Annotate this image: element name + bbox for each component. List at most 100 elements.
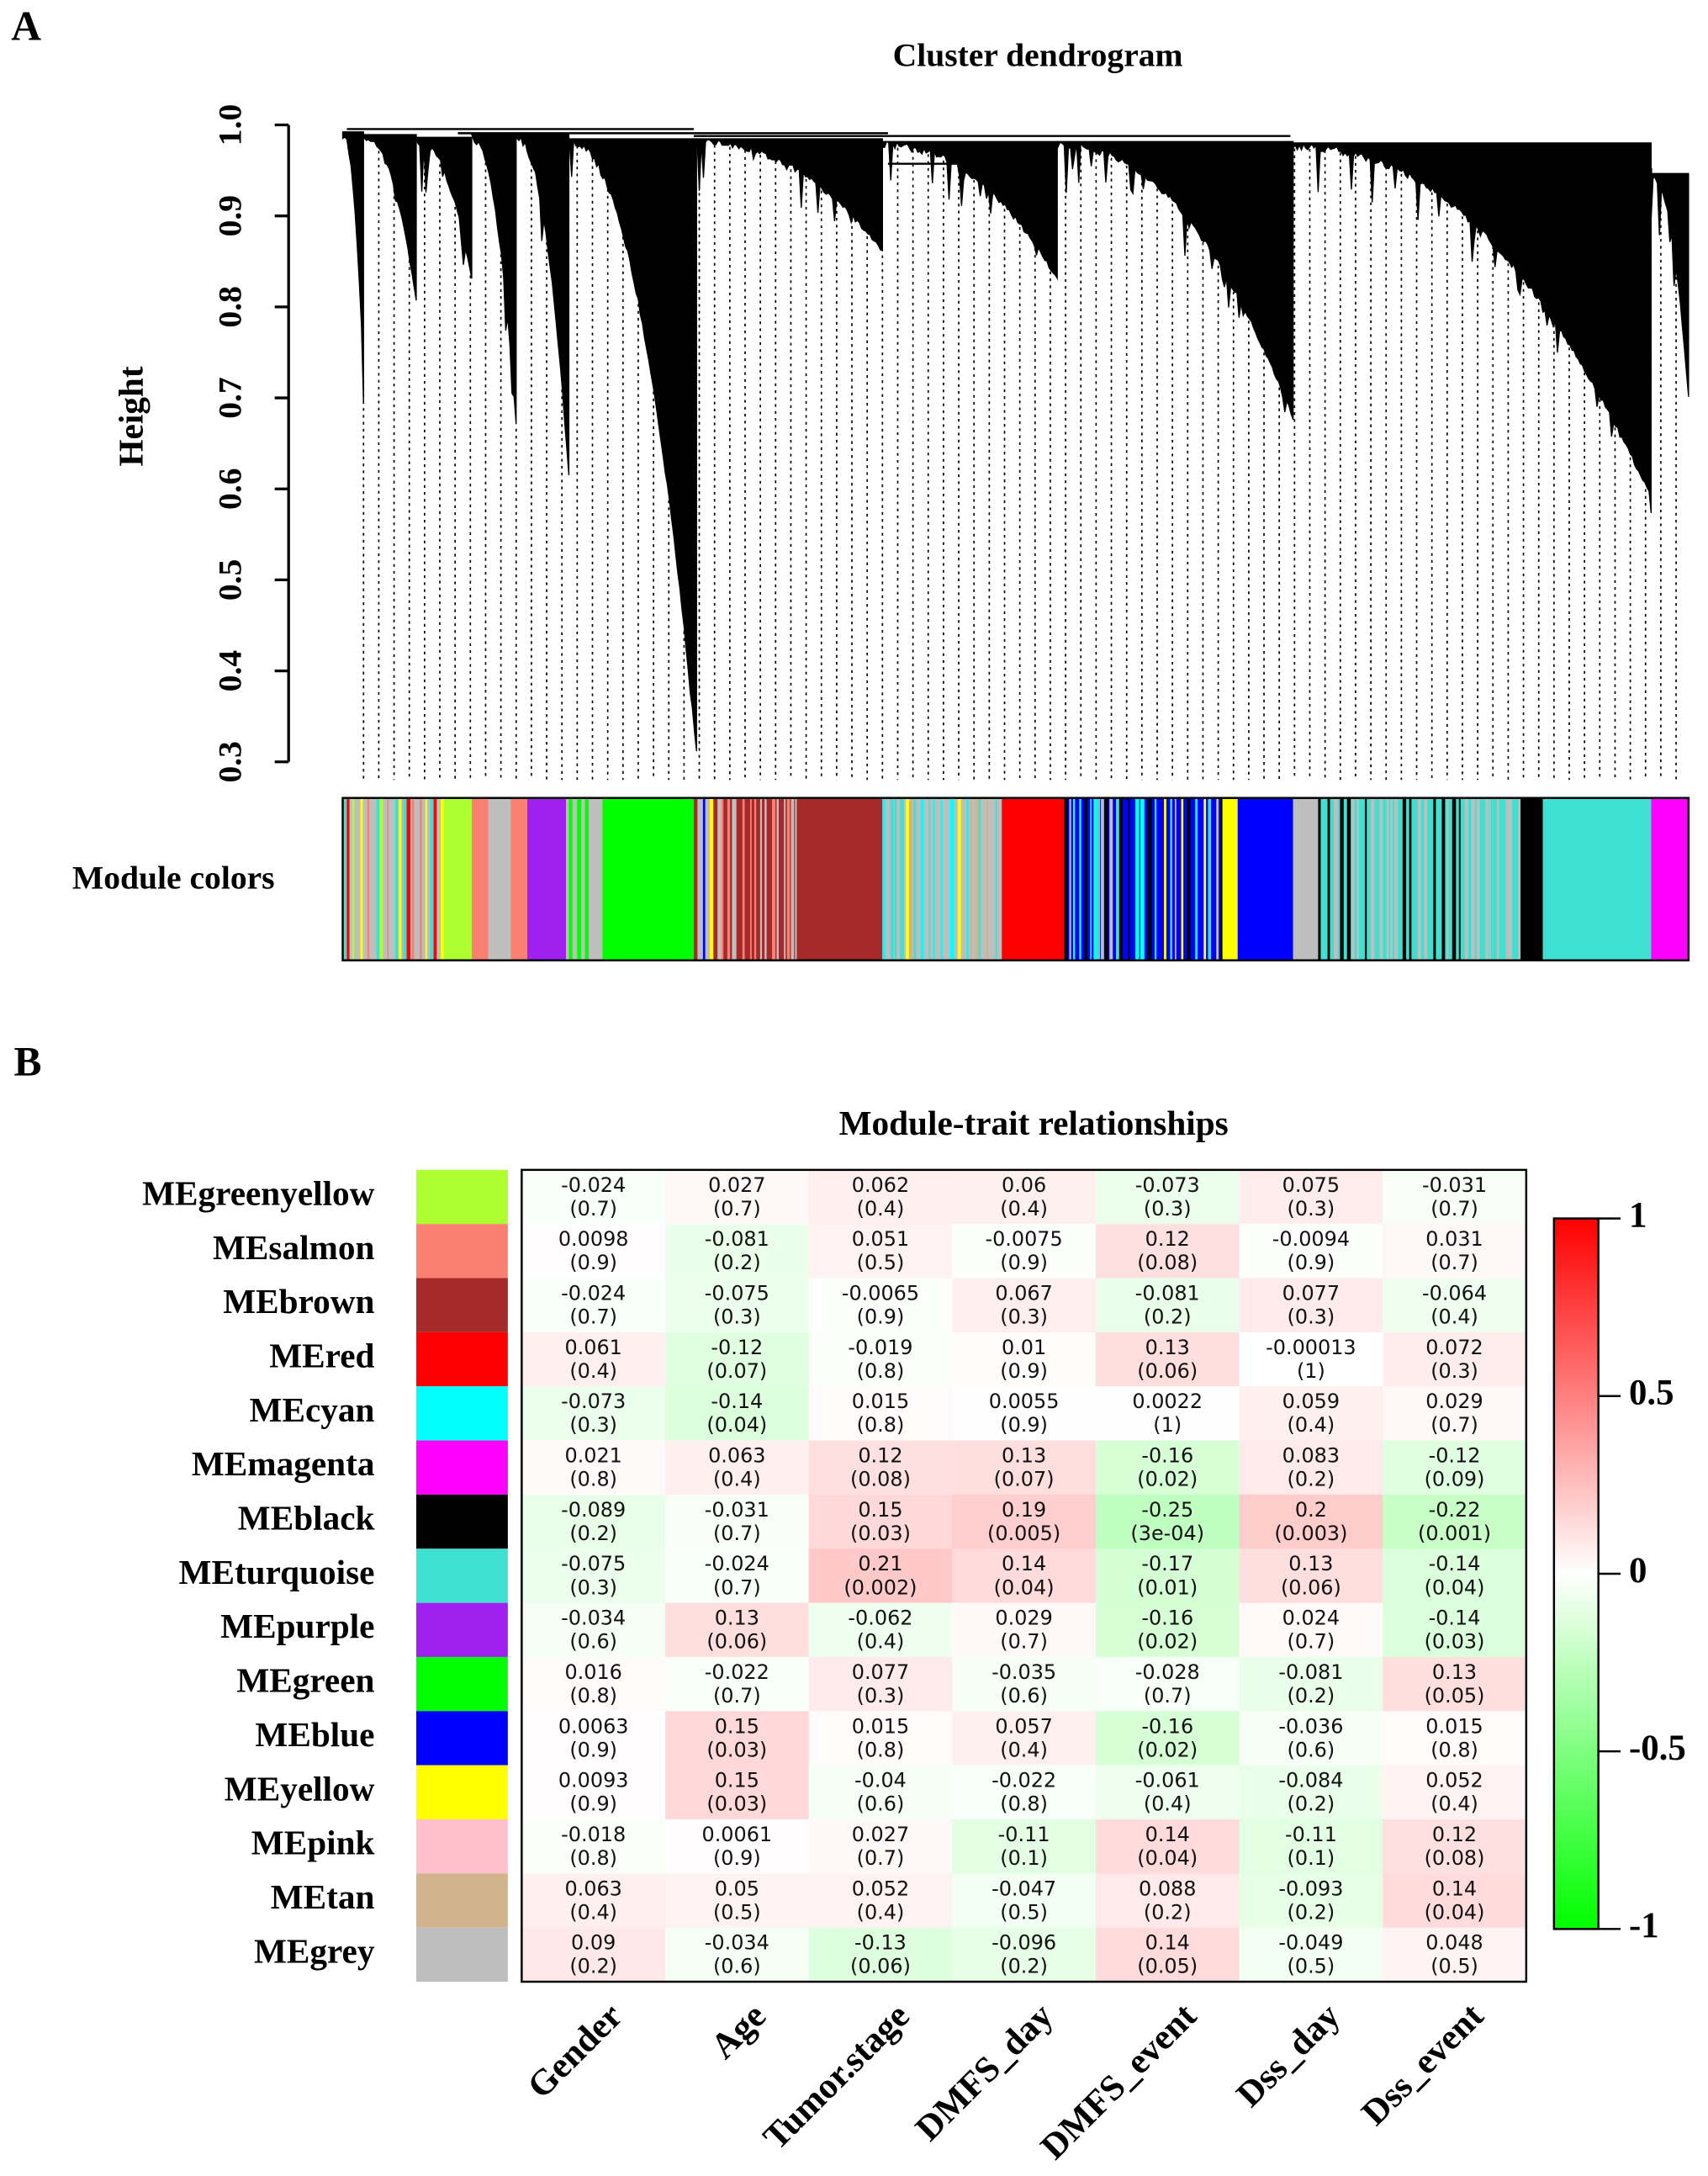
- cell-p-value: (0.2): [1288, 1684, 1335, 1707]
- cell-value: -0.034: [561, 1607, 626, 1630]
- cell-value: -0.096: [991, 1931, 1056, 1955]
- heatmap-cell: [1383, 1169, 1527, 1225]
- cell-p-value: (0.7): [713, 1684, 761, 1707]
- color-bar-label: Module colors: [72, 860, 275, 897]
- cell-p-value: (0.3): [1288, 1197, 1335, 1220]
- module-color: [986, 797, 989, 961]
- cell-p-value: (0.2): [1000, 1955, 1048, 1978]
- cell-p-value: (0.3): [1144, 1197, 1192, 1220]
- module-color: [352, 797, 355, 961]
- cell-p-value: (0.04): [706, 1413, 767, 1437]
- module-color: [995, 797, 997, 961]
- cell-p-value: (0.9): [1000, 1251, 1048, 1274]
- cell-p-value: (0.5): [857, 1251, 905, 1274]
- dendrogram-branch: [470, 134, 517, 425]
- cell-value: -0.14: [1429, 1607, 1481, 1630]
- module-color: [471, 797, 489, 961]
- module-color: [1364, 797, 1367, 961]
- module-color: [510, 797, 527, 961]
- panel-label: A: [11, 3, 41, 50]
- heatmap-cell: [521, 1332, 666, 1387]
- heatmap-cell: [1239, 1332, 1383, 1387]
- heatmap-cell: [664, 1549, 810, 1604]
- row-label: MEtan: [271, 1877, 375, 1916]
- dendrogram-branch: [341, 131, 364, 404]
- cell-value: -0.0075: [985, 1227, 1062, 1251]
- cell-p-value: (0.04): [994, 1575, 1055, 1599]
- cell-value: 0.077: [1282, 1282, 1340, 1305]
- cell-value: -0.019: [848, 1336, 912, 1359]
- cell-value: 0.05: [715, 1877, 759, 1900]
- cell-value: -0.00013: [1266, 1336, 1356, 1359]
- module-color: [1386, 797, 1389, 961]
- cell-value: 0.061: [564, 1336, 621, 1359]
- module-color: [1471, 797, 1475, 961]
- heatmap-cell: [1239, 1494, 1383, 1549]
- cell-p-value: (0.2): [1144, 1305, 1192, 1329]
- module-color: [732, 797, 737, 961]
- module-color: [702, 797, 706, 961]
- color-scale: [1552, 1217, 1600, 1930]
- module-color: [1446, 797, 1449, 961]
- module-color: [894, 797, 897, 961]
- module-color: [1476, 797, 1480, 961]
- cell-value: 0.059: [1282, 1390, 1340, 1413]
- heatmap-cell: [1239, 1224, 1383, 1279]
- module-color: [433, 797, 437, 961]
- heatmap-cell: [1383, 1332, 1527, 1387]
- cell-value: 0.01: [1002, 1336, 1046, 1359]
- cell-p-value: (0.06): [706, 1630, 767, 1654]
- module-swatch: [415, 1278, 508, 1332]
- column-label: DMFS_event: [1034, 1996, 1205, 2168]
- row-label: MEpink: [251, 1824, 375, 1862]
- cell-value: -0.073: [561, 1390, 626, 1413]
- cell-value: 0.048: [1425, 1931, 1483, 1955]
- cell-value: 0.0098: [558, 1227, 629, 1251]
- module-color: [1109, 797, 1113, 961]
- module-color: [411, 797, 415, 961]
- cell-value: 0.0063: [558, 1714, 629, 1738]
- chart-title: Module-trait relationships: [839, 1104, 1229, 1142]
- heatmap-cell: [952, 1549, 1097, 1604]
- heatmap-cell: [952, 1386, 1097, 1442]
- module-color: [443, 797, 472, 961]
- module-color: [1237, 797, 1293, 961]
- cell-value: 0.015: [852, 1390, 909, 1413]
- module-color: [394, 797, 399, 961]
- module-color: [1096, 797, 1101, 961]
- cell-value: -0.049: [1278, 1931, 1343, 1955]
- color-scale-tick-label: 0.5: [1629, 1374, 1674, 1413]
- module-color: [784, 797, 786, 961]
- cell-p-value: (0.8): [1430, 1738, 1478, 1761]
- cell-p-value: (0.3): [569, 1413, 617, 1437]
- module-color: [488, 797, 511, 961]
- cell-value: 0.0055: [989, 1390, 1060, 1413]
- heatmap-cell: [1095, 1224, 1240, 1279]
- column-label: Tumor.stage: [756, 1996, 917, 2157]
- module-color: [933, 797, 935, 961]
- module-color: [1147, 797, 1152, 961]
- cell-value: -0.064: [1422, 1282, 1487, 1305]
- module-color: [1651, 797, 1689, 961]
- cell-p-value: (0.9): [857, 1305, 905, 1329]
- module-color: [526, 797, 567, 961]
- cell-p-value: (0.07): [994, 1468, 1055, 1491]
- cell-value: -0.0094: [1272, 1227, 1350, 1251]
- cell-p-value: (0.06): [850, 1955, 911, 1978]
- module-color: [406, 797, 411, 961]
- module-color: [1220, 797, 1238, 961]
- cell-p-value: (0.03): [850, 1522, 911, 1545]
- cell-p-value: (0.04): [1137, 1846, 1198, 1870]
- heatmap-cell: [1095, 1873, 1240, 1929]
- module-color: [584, 797, 589, 961]
- heatmap-cell: [664, 1602, 810, 1658]
- heatmap-cell: [952, 1819, 1097, 1874]
- cell-value: 0.027: [708, 1173, 765, 1197]
- cell-p-value: (0.001): [1418, 1522, 1491, 1545]
- module-color: [1174, 797, 1177, 961]
- module-color: [577, 797, 582, 961]
- cell-p-value: (0.4): [1000, 1738, 1048, 1761]
- cell-value: 0.052: [852, 1877, 909, 1900]
- cell-value: 0.14: [1145, 1931, 1190, 1955]
- cell-p-value: (0.06): [1281, 1575, 1341, 1599]
